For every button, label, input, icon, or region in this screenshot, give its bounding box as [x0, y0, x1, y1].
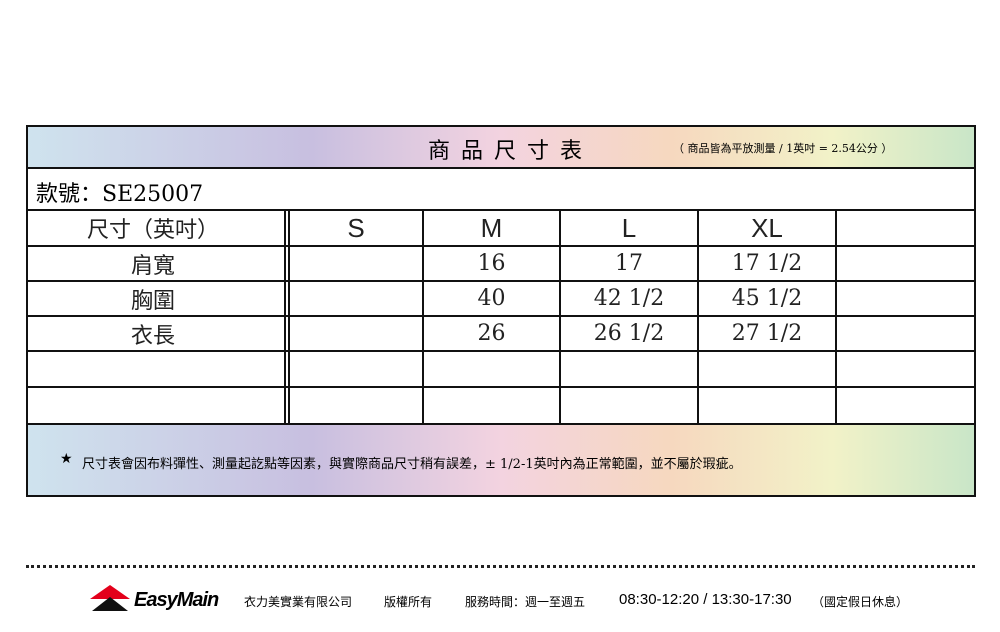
measurement-cell — [422, 388, 559, 423]
measurement-cell — [284, 247, 422, 280]
hours-label: 服務時間：週一至週五 — [465, 595, 586, 609]
size-unit-header: 尺寸（英吋） — [86, 218, 219, 243]
table-row — [28, 350, 974, 386]
size-header-M: M — [422, 211, 559, 245]
size-header-row: 尺寸（英吋） S M L XL — [28, 209, 974, 245]
measurement-cell: 40 — [422, 282, 559, 315]
measurement-cell — [559, 352, 697, 386]
measurement-cell — [835, 247, 974, 280]
measure-note: （ 商品皆為平放測量 / 1英吋 = 2.54公分 ） — [673, 142, 893, 155]
table-row: 衣長 26 26 1/2 27 1/2 — [28, 315, 974, 350]
row-label — [28, 352, 278, 386]
measurement-cell — [284, 388, 422, 423]
size-header-L: L — [559, 211, 697, 245]
size-header-S: S — [284, 211, 422, 245]
measurement-cell: 26 — [422, 317, 559, 350]
rights: 版權所有 — [384, 595, 433, 609]
measurement-cell — [284, 317, 422, 350]
measurement-cell — [835, 317, 974, 350]
chart-header: 商 品 尺 寸 表 （ 商品皆為平放測量 / 1英吋 = 2.54公分 ） — [28, 127, 974, 167]
brand-name: EasyMain — [134, 589, 219, 611]
table-row: 肩寬 16 17 17 1/2 — [28, 245, 974, 280]
measurement-cell — [835, 388, 974, 423]
measurement-cell — [697, 352, 835, 386]
chart-title: 商 品 尺 寸 表 — [428, 139, 584, 164]
measurement-cell: 16 — [422, 247, 559, 280]
easymain-logo-icon — [90, 585, 130, 611]
divider — [26, 565, 975, 568]
company-name: 衣力美實業有限公司 — [244, 595, 353, 609]
table-row: 胸圍 40 42 1/2 45 1/2 — [28, 280, 974, 315]
star-icon: ★ — [60, 451, 73, 467]
style-number-row: 款號：SE25007 — [28, 167, 974, 209]
measurement-cell — [559, 388, 697, 423]
holiday-note: （國定假日休息） — [812, 595, 909, 609]
measurement-cell — [284, 352, 422, 386]
size-chart: 商 品 尺 寸 表 （ 商品皆為平放測量 / 1英吋 = 2.54公分 ） 款號… — [26, 125, 976, 497]
service-hours: 08:30-12:20 / 13:30-17:30 — [619, 591, 792, 608]
row-label: 衣長 — [130, 323, 175, 349]
measurement-cell: 42 1/2 — [559, 282, 697, 315]
measurement-cell — [422, 352, 559, 386]
measurement-cell — [284, 282, 422, 315]
footnote-text: 尺寸表會因布料彈性、測量起訖點等因素，與實際商品尺寸稍有誤差，± 1/2-1英吋… — [82, 457, 742, 472]
style-number: 款號：SE25007 — [36, 182, 204, 207]
table-row — [28, 386, 974, 423]
footnote-row: ★ 尺寸表會因布料彈性、測量起訖點等因素，與實際商品尺寸稍有誤差，± 1/2-1… — [28, 423, 974, 495]
row-label — [28, 388, 278, 423]
measurement-cell: 27 1/2 — [697, 317, 835, 350]
size-header-blank — [835, 211, 974, 245]
size-header-XL: XL — [697, 211, 835, 245]
measurement-cell: 45 1/2 — [697, 282, 835, 315]
row-label: 胸圍 — [130, 288, 175, 314]
row-label: 肩寬 — [130, 253, 175, 279]
measurement-cell — [835, 352, 974, 386]
measurement-cell: 17 1/2 — [697, 247, 835, 280]
measurement-cell: 26 1/2 — [559, 317, 697, 350]
measurement-cell: 17 — [559, 247, 697, 280]
measurement-cell — [697, 388, 835, 423]
measurement-cell — [835, 282, 974, 315]
